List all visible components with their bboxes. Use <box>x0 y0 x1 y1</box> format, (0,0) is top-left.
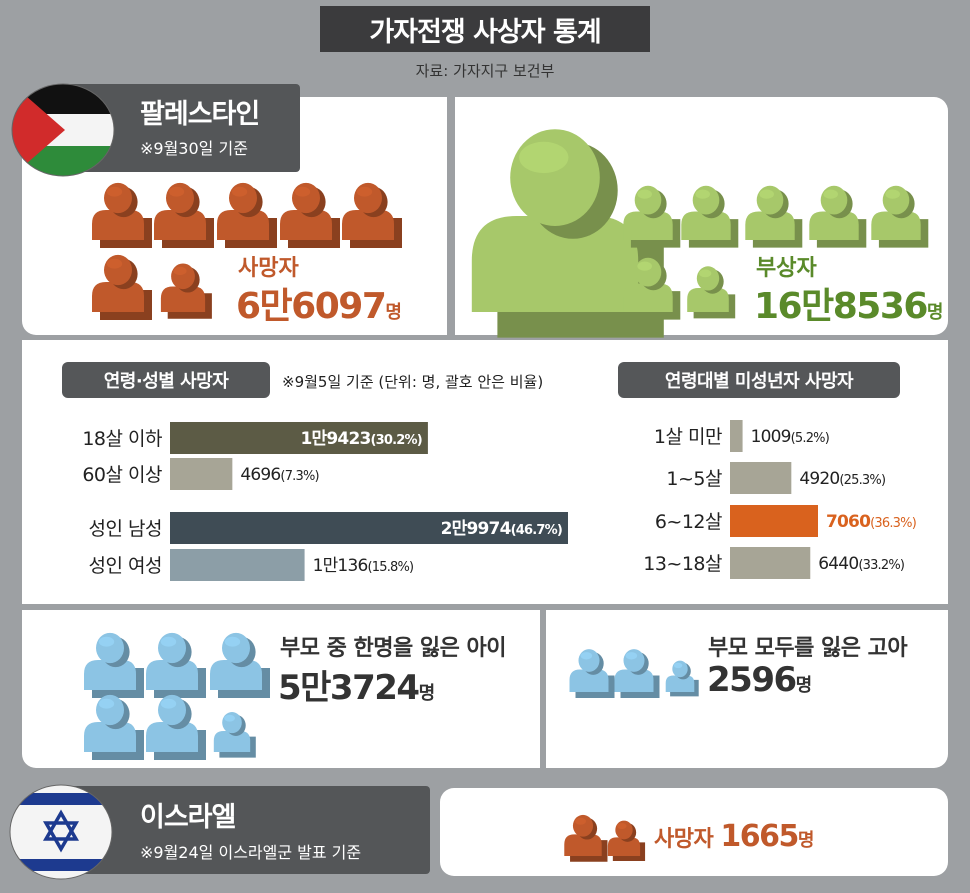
category-label: 18살 이하 <box>82 428 162 450</box>
palestine-name: 팔레스타인 <box>140 99 260 130</box>
value-label: 1009(5.2%) <box>751 427 829 447</box>
category-label: 1살 미만 <box>654 426 722 448</box>
one-parent-value: 5만3724명 <box>278 668 435 708</box>
deaths-value: 6만6097명 <box>236 286 402 327</box>
category-label: 성인 여성 <box>89 555 162 577</box>
value-label: 1만136(15.8%) <box>313 556 414 576</box>
value-label: 7060(36.3%) <box>826 512 916 532</box>
bar <box>730 420 743 452</box>
bar <box>170 549 305 581</box>
both-parents-value: 2596명 <box>707 660 812 700</box>
injured-value: 16만8536명 <box>754 286 943 327</box>
source-note: 자료: 가자지구 보건부 <box>415 62 555 80</box>
bar <box>730 505 818 537</box>
deaths-label: 사망자 <box>238 256 299 281</box>
bar <box>170 422 428 454</box>
palestine-flag-icon <box>11 83 115 177</box>
category-label: 성인 남성 <box>89 518 162 540</box>
category-label: 1~5살 <box>666 468 722 490</box>
value-label: 4696(7.3%) <box>240 465 318 485</box>
bar <box>730 547 811 579</box>
israel-date: ※9월24일 이스라엘군 발표 기준 <box>140 843 362 862</box>
age-gender-chart: 18살 이하 1만9423(30.2%) 60살 이상 4696(7.3%) 성인 남성… <box>82 422 568 581</box>
age-gender-title: 연령·성별 사망자 <box>62 362 270 398</box>
israel-deaths: 사망자 1665명 <box>654 819 814 854</box>
bar <box>170 512 568 544</box>
category-label: 6~12살 <box>655 511 722 533</box>
israel-header <box>60 786 430 874</box>
value-label: 4920(25.3%) <box>799 469 885 489</box>
value-label: 6440(33.2%) <box>818 554 904 574</box>
palestine-date: ※9월30일 기준 <box>140 139 248 158</box>
value-label: 1만9423(30.2%) <box>301 429 422 449</box>
bar <box>170 458 233 490</box>
israel-deaths-panel <box>440 788 948 876</box>
injured-label: 부상자 <box>756 256 817 281</box>
bar <box>730 462 792 494</box>
category-label: 13~18살 <box>643 553 722 575</box>
minor-age-chart: 1살 미만 1009(5.2%) 1~5살 4920(25.3%) 6~12살 7060(… <box>643 420 917 579</box>
israel-flag-icon <box>9 784 113 880</box>
page-title: 가자전쟁 사상자 통계 <box>320 6 650 52</box>
age-gender-note: ※9월5일 기준 (단위: 명, 괄호 안은 비율) <box>282 373 544 391</box>
category-label: 60살 이상 <box>82 464 162 486</box>
minors-title: 연령대별 미성년자 사망자 <box>618 362 900 398</box>
both-parents-label: 부모 모두를 잃은 고아 <box>708 636 908 661</box>
value-label: 2만9974(46.7%) <box>441 519 562 539</box>
israel-name: 이스라엘 <box>140 802 236 833</box>
one-parent-label: 부모 중 한명을 잃은 아이 <box>280 636 507 661</box>
